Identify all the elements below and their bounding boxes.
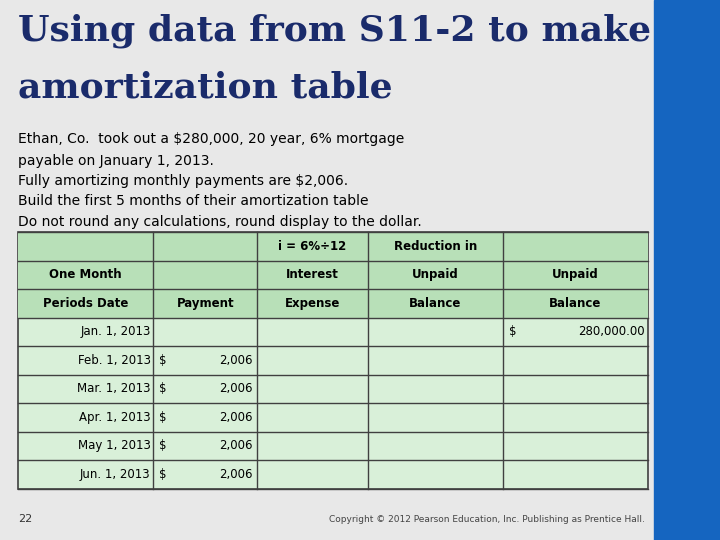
Text: 280,000.00: 280,000.00 bbox=[578, 326, 645, 339]
Text: $: $ bbox=[159, 440, 167, 453]
Text: $: $ bbox=[159, 468, 167, 481]
Text: 22: 22 bbox=[18, 515, 32, 524]
Text: 2,006: 2,006 bbox=[220, 354, 253, 367]
Text: Payment: Payment bbox=[176, 297, 234, 310]
Text: Reduction in: Reduction in bbox=[394, 240, 477, 253]
Text: 2,006: 2,006 bbox=[220, 468, 253, 481]
Text: $: $ bbox=[159, 411, 167, 424]
Text: May 1, 2013: May 1, 2013 bbox=[78, 440, 150, 453]
Text: Using data from S11-2 to make an: Using data from S11-2 to make an bbox=[18, 14, 714, 48]
Text: amortization table: amortization table bbox=[18, 70, 392, 104]
Text: One Month: One Month bbox=[50, 268, 122, 281]
Text: Balance: Balance bbox=[409, 297, 462, 310]
Text: Jan. 1, 2013: Jan. 1, 2013 bbox=[80, 326, 150, 339]
Text: Unpaid: Unpaid bbox=[552, 268, 599, 281]
Text: Mar. 1, 2013: Mar. 1, 2013 bbox=[77, 382, 150, 395]
Text: 2,006: 2,006 bbox=[220, 440, 253, 453]
Text: $: $ bbox=[509, 326, 516, 339]
Text: 2,006: 2,006 bbox=[220, 382, 253, 395]
Text: Expense: Expense bbox=[285, 297, 341, 310]
Text: $: $ bbox=[159, 382, 167, 395]
Text: Feb. 1, 2013: Feb. 1, 2013 bbox=[78, 354, 150, 367]
Text: Periods Date: Periods Date bbox=[43, 297, 128, 310]
Text: Fully amortizing monthly payments are $2,006.: Fully amortizing monthly payments are $2… bbox=[18, 174, 348, 188]
Text: payable on January 1, 2013.: payable on January 1, 2013. bbox=[18, 154, 214, 168]
Text: Jun. 1, 2013: Jun. 1, 2013 bbox=[80, 468, 150, 481]
Text: Build the first 5 months of their amortization table: Build the first 5 months of their amorti… bbox=[18, 194, 369, 208]
Bar bbox=[18, 232, 648, 489]
Text: i = 6%÷12: i = 6%÷12 bbox=[279, 240, 346, 253]
Text: $: $ bbox=[159, 354, 167, 367]
Text: Balance: Balance bbox=[549, 297, 602, 310]
Text: Interest: Interest bbox=[286, 268, 339, 281]
Bar bbox=[654, 0, 720, 540]
Text: Do not round any calculations, round display to the dollar.: Do not round any calculations, round dis… bbox=[18, 215, 422, 229]
Bar bbox=[18, 232, 648, 318]
Text: Unpaid: Unpaid bbox=[412, 268, 459, 281]
Text: Apr. 1, 2013: Apr. 1, 2013 bbox=[79, 411, 150, 424]
Text: Ethan, Co.  took out a $280,000, 20 year, 6% mortgage: Ethan, Co. took out a $280,000, 20 year,… bbox=[18, 132, 404, 146]
Text: 2,006: 2,006 bbox=[220, 411, 253, 424]
Text: Copyright © 2012 Pearson Education, Inc. Publishing as Prentice Hall.: Copyright © 2012 Pearson Education, Inc.… bbox=[328, 515, 644, 524]
